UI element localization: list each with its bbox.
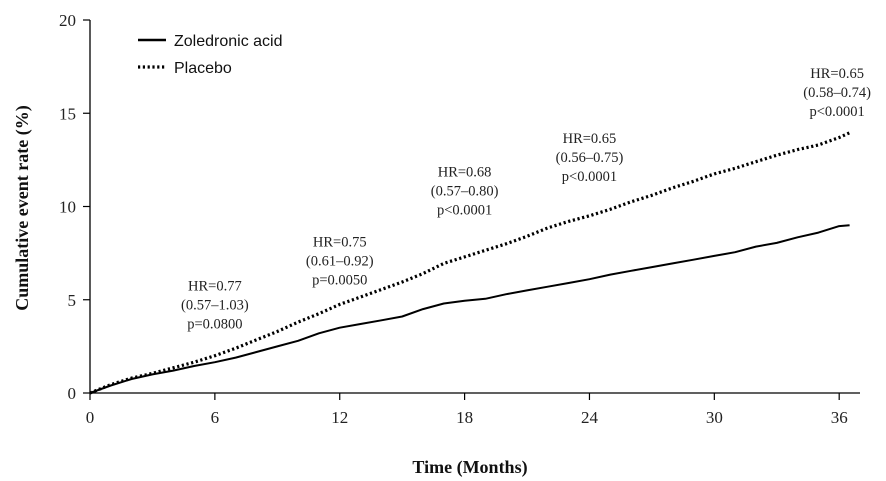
hr-annotation: HR=0.75 (0.61–0.92) p=0.0050 xyxy=(306,235,374,289)
legend-label-placebo: Placebo xyxy=(174,60,232,77)
y-tick-label: 10 xyxy=(59,198,76,217)
hr-annotation-line: HR=0.75 xyxy=(313,235,367,251)
hr-annotation: HR=0.68 (0.57–0.80) p<0.0001 xyxy=(431,165,499,219)
hr-annotation-line: p=0.0800 xyxy=(187,316,242,332)
x-tick-label: 12 xyxy=(331,408,348,427)
legend-label-zoledronic-acid: Zoledronic acid xyxy=(174,33,283,50)
hr-annotation-line: (0.56–0.75) xyxy=(556,150,624,166)
x-tick-label: 18 xyxy=(456,408,473,427)
x-tick-label: 0 xyxy=(86,408,95,427)
hr-annotation-line: HR=0.65 xyxy=(810,66,864,82)
hr-annotation-line: (0.57–0.80) xyxy=(431,184,499,200)
hr-annotation-line: HR=0.77 xyxy=(188,278,242,294)
hr-annotation-line: HR=0.65 xyxy=(563,131,617,147)
hr-annotation-line: (0.58–0.74) xyxy=(803,85,871,101)
hr-annotation: HR=0.65 (0.58–0.74) p<0.0001 xyxy=(803,66,871,120)
x-tick-label: 6 xyxy=(211,408,220,427)
hr-annotation-line: p<0.0001 xyxy=(562,169,617,185)
series-line-zoledronic-acid xyxy=(89,224,850,394)
y-tick-label: 15 xyxy=(59,104,76,123)
hr-annotation-line: p<0.0001 xyxy=(437,203,492,219)
annotation-layer: HR=0.77 (0.57–1.03) p=0.0800 HR=0.75 (0.61–0… xyxy=(181,66,871,333)
x-tick-label: 24 xyxy=(581,408,599,427)
y-tick-label: 0 xyxy=(68,384,77,403)
y-tick-label: 20 xyxy=(59,11,76,30)
hr-annotation-line: p=0.0050 xyxy=(312,273,367,289)
axis-ticks: 0 6 12 18 24 30 36 0 5 10 15 20 xyxy=(59,11,848,427)
hr-annotation-line: HR=0.68 xyxy=(438,165,492,181)
y-axis-title: Cumulative event rate (%) xyxy=(12,105,33,310)
x-axis-title: Time (Months) xyxy=(412,457,527,478)
x-tick-label: 30 xyxy=(706,408,723,427)
y-tick-label: 5 xyxy=(68,291,77,310)
series-line-placebo xyxy=(89,131,851,395)
x-tick-label: 36 xyxy=(831,408,848,427)
hr-annotation: HR=0.77 (0.57–1.03) p=0.0800 xyxy=(181,278,249,332)
hr-annotation-line: (0.57–1.03) xyxy=(181,297,249,313)
series-layer xyxy=(89,131,851,395)
hr-annotation: HR=0.65 (0.56–0.75) p<0.0001 xyxy=(556,131,624,185)
legend: Zoledronic acid Placebo xyxy=(138,33,283,77)
hr-annotation-line: (0.61–0.92) xyxy=(306,254,374,270)
hr-annotation-line: p<0.0001 xyxy=(809,104,864,120)
